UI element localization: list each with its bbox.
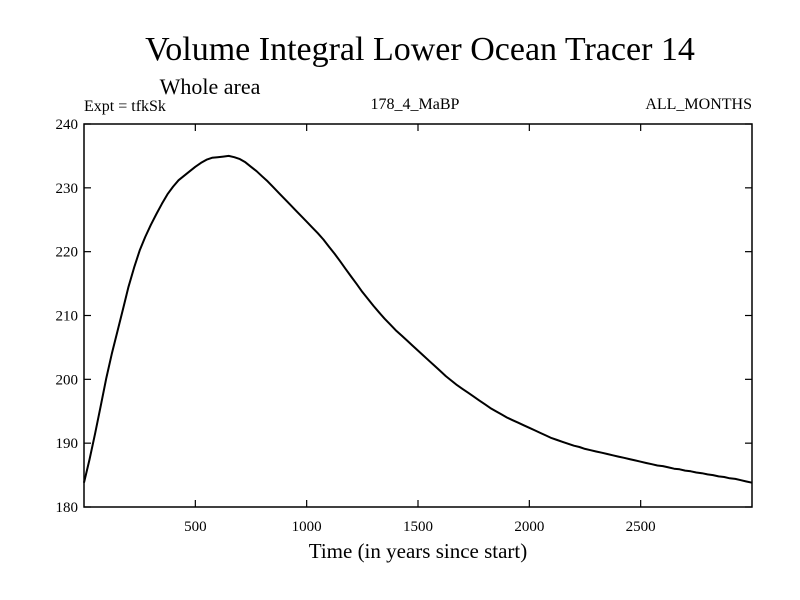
x-tick-label: 2000 (514, 519, 544, 535)
y-tick-label: 230 (56, 181, 79, 197)
y-tick-label: 180 (56, 500, 79, 516)
y-tick-label: 200 (56, 372, 79, 388)
y-tick-label: 240 (56, 117, 79, 133)
chart-subtitle: Whole area (160, 74, 261, 99)
plot-frame (83, 123, 753, 508)
series-line (83, 154, 753, 484)
x-tick-label: 2500 (626, 519, 656, 535)
expt-label: Expt = tfkSk (84, 98, 166, 115)
x-tick-label: 1000 (292, 519, 322, 535)
plot-area: 500 1000 1500 2000 2500 180 190 200 210 220 230 240 (56, 117, 753, 535)
right-label: ALL_MONTHS (645, 96, 752, 113)
x-tick-label: 500 (184, 519, 207, 535)
chart-title: Volume Integral Lower Ocean Tracer 14 (145, 31, 695, 68)
y-tick-label: 190 (56, 436, 79, 452)
x-tick-label: 1500 (403, 519, 433, 535)
y-tick-label: 220 (56, 245, 79, 261)
y-tick-label: 210 (56, 309, 79, 325)
center-label: 178_4_MaBP (371, 96, 460, 113)
x-axis-label: Time (in years since start) (309, 539, 528, 563)
